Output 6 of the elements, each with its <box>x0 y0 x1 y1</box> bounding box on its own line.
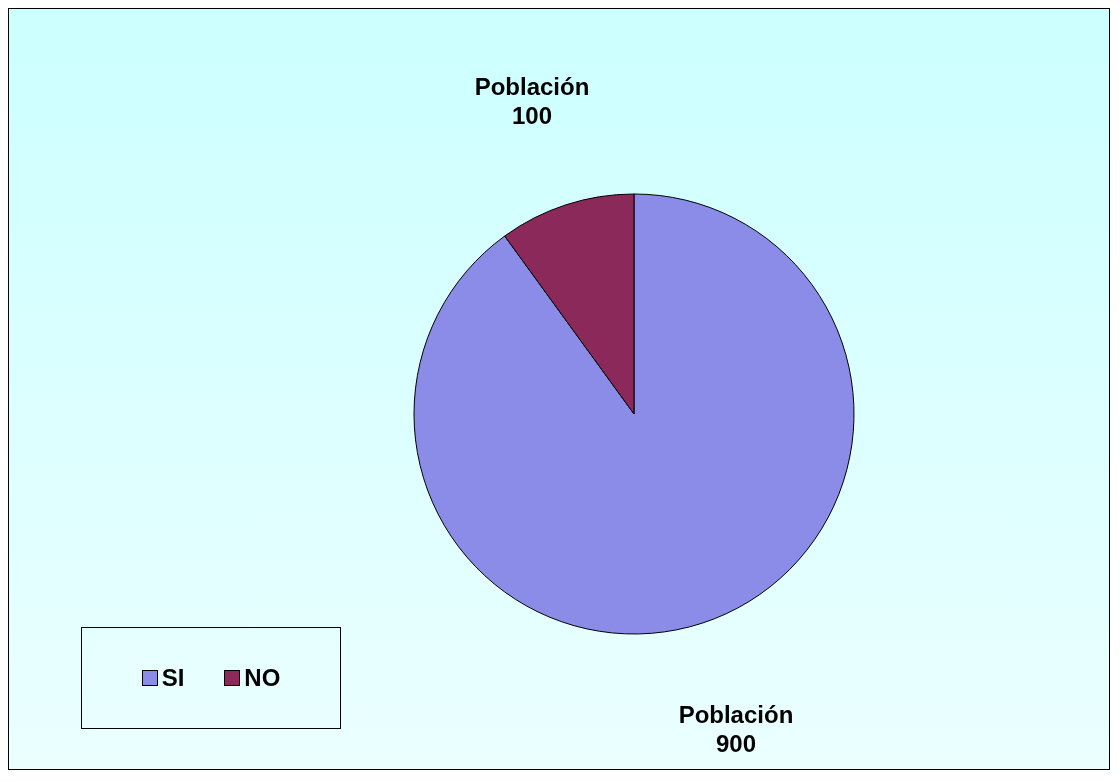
text: Población <box>474 73 590 101</box>
legend-label: NO <box>243 664 281 692</box>
data-label: 100 <box>512 102 553 130</box>
slice-label: Población <box>678 701 794 729</box>
legend-label: SI <box>160 664 185 692</box>
data-label: 900 <box>715 729 756 757</box>
